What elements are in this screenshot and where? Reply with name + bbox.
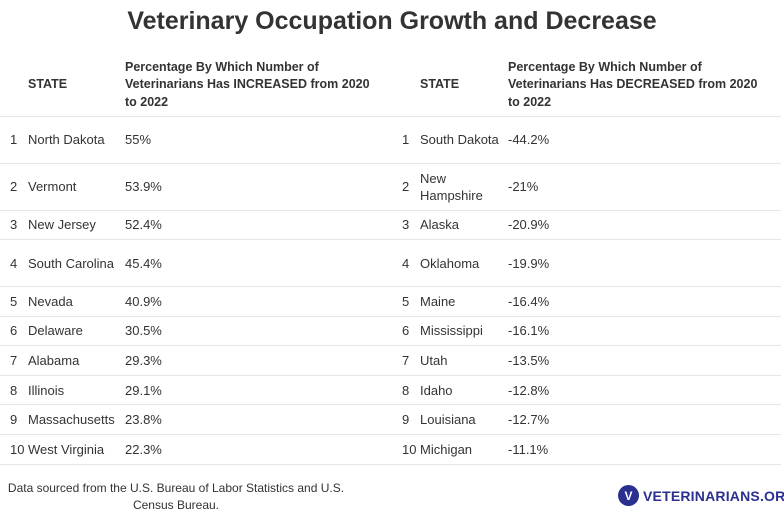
rank-right: 4: [392, 239, 416, 288]
table-header-row: STATE Percentage By Which Number of Vete…: [0, 54, 781, 117]
page-title: Veterinary Occupation Growth and Decreas…: [127, 7, 657, 35]
rank-left: 2: [0, 163, 24, 211]
rank-left: 10: [0, 434, 24, 465]
state-right: Oklahoma: [416, 239, 504, 288]
decrease-value: -13.5%: [504, 345, 781, 376]
table-row: 9 Massachusetts 23.8% 9 Louisiana -12.7%: [0, 404, 781, 436]
table-row: 1 North Dakota 55% 1 South Dakota -44.2%: [0, 116, 781, 164]
state-right: Michigan: [416, 434, 504, 465]
rank-left: 1: [0, 116, 24, 164]
increase-value: 29.3%: [121, 345, 392, 376]
state-right: Idaho: [416, 375, 504, 406]
decrease-value: -21%: [504, 163, 781, 211]
state-left: Nevada: [24, 286, 121, 317]
state-left: Illinois: [24, 375, 121, 406]
table-row: 6 Delaware 30.5% 6 Mississippi -16.1%: [0, 316, 781, 347]
rank-right: 8: [392, 375, 416, 406]
header-state-left: STATE: [24, 54, 121, 117]
state-left: West Virginia: [24, 434, 121, 465]
increase-value: 29.1%: [121, 375, 392, 406]
v-shield-icon: V: [618, 485, 639, 506]
table-row: 3 New Jersey 52.4% 3 Alaska -20.9%: [0, 210, 781, 241]
rank-right: 1: [392, 116, 416, 164]
decrease-value: -12.7%: [504, 404, 781, 436]
header-decrease: Percentage By Which Number of Veterinari…: [504, 54, 781, 117]
header-rank-right: [392, 54, 416, 117]
table-row: 10 West Virginia 22.3% 10 Michigan -11.1…: [0, 434, 781, 465]
rank-left: 6: [0, 316, 24, 347]
increase-value: 53.9%: [121, 163, 392, 211]
state-left: Vermont: [24, 163, 121, 211]
increase-value: 52.4%: [121, 210, 392, 241]
rank-right: 6: [392, 316, 416, 347]
veterinary-growth-table: STATE Percentage By Which Number of Vete…: [0, 54, 781, 465]
source-note: Data sourced from the U.S. Bureau of Lab…: [7, 481, 345, 512]
state-right: South Dakota: [416, 116, 504, 164]
header-increase: Percentage By Which Number of Veterinari…: [121, 54, 392, 117]
header-rank-left: [0, 54, 24, 117]
state-left: Massachusetts: [24, 404, 121, 436]
state-right: Louisiana: [416, 404, 504, 436]
increase-value: 55%: [121, 116, 392, 164]
state-right: Utah: [416, 345, 504, 376]
increase-value: 23.8%: [121, 404, 392, 436]
decrease-value: -20.9%: [504, 210, 781, 241]
table-row: 8 Illinois 29.1% 8 Idaho -12.8%: [0, 375, 781, 406]
decrease-value: -11.1%: [504, 434, 781, 465]
increase-value: 45.4%: [121, 239, 392, 288]
state-left: South Carolina: [24, 239, 121, 288]
state-left: New Jersey: [24, 210, 121, 241]
rank-right: 3: [392, 210, 416, 241]
rank-left: 3: [0, 210, 24, 241]
decrease-value: -16.1%: [504, 316, 781, 347]
rank-right: 10: [392, 434, 416, 465]
rank-left: 8: [0, 375, 24, 406]
table-row: 7 Alabama 29.3% 7 Utah -13.5%: [0, 345, 781, 376]
state-right: New Hampshire: [416, 163, 504, 211]
state-right: Alaska: [416, 210, 504, 241]
decrease-value: -12.8%: [504, 375, 781, 406]
rank-right: 9: [392, 404, 416, 436]
rank-left: 4: [0, 239, 24, 288]
table-row: 2 Vermont 53.9% 2 New Hampshire -21%: [0, 163, 781, 211]
brand-text: VETERINARIANS.ORG: [643, 487, 784, 504]
rank-left: 5: [0, 286, 24, 317]
brand-logo[interactable]: V VETERINARIANS.ORG: [618, 485, 784, 506]
increase-value: 30.5%: [121, 316, 392, 347]
decrease-value: -16.4%: [504, 286, 781, 317]
state-right: Mississippi: [416, 316, 504, 347]
state-left: Alabama: [24, 345, 121, 376]
header-state-right: STATE: [416, 54, 504, 117]
rank-right: 7: [392, 345, 416, 376]
state-left: North Dakota: [24, 116, 121, 164]
table-row: 4 South Carolina 45.4% 4 Oklahoma -19.9%: [0, 239, 781, 288]
decrease-value: -44.2%: [504, 116, 781, 164]
state-left: Delaware: [24, 316, 121, 347]
rank-left: 7: [0, 345, 24, 376]
rank-right: 2: [392, 163, 416, 211]
rank-right: 5: [392, 286, 416, 317]
decrease-value: -19.9%: [504, 239, 781, 288]
increase-value: 40.9%: [121, 286, 392, 317]
rank-left: 9: [0, 404, 24, 436]
state-right: Maine: [416, 286, 504, 317]
table-row: 5 Nevada 40.9% 5 Maine -16.4%: [0, 286, 781, 317]
increase-value: 22.3%: [121, 434, 392, 465]
